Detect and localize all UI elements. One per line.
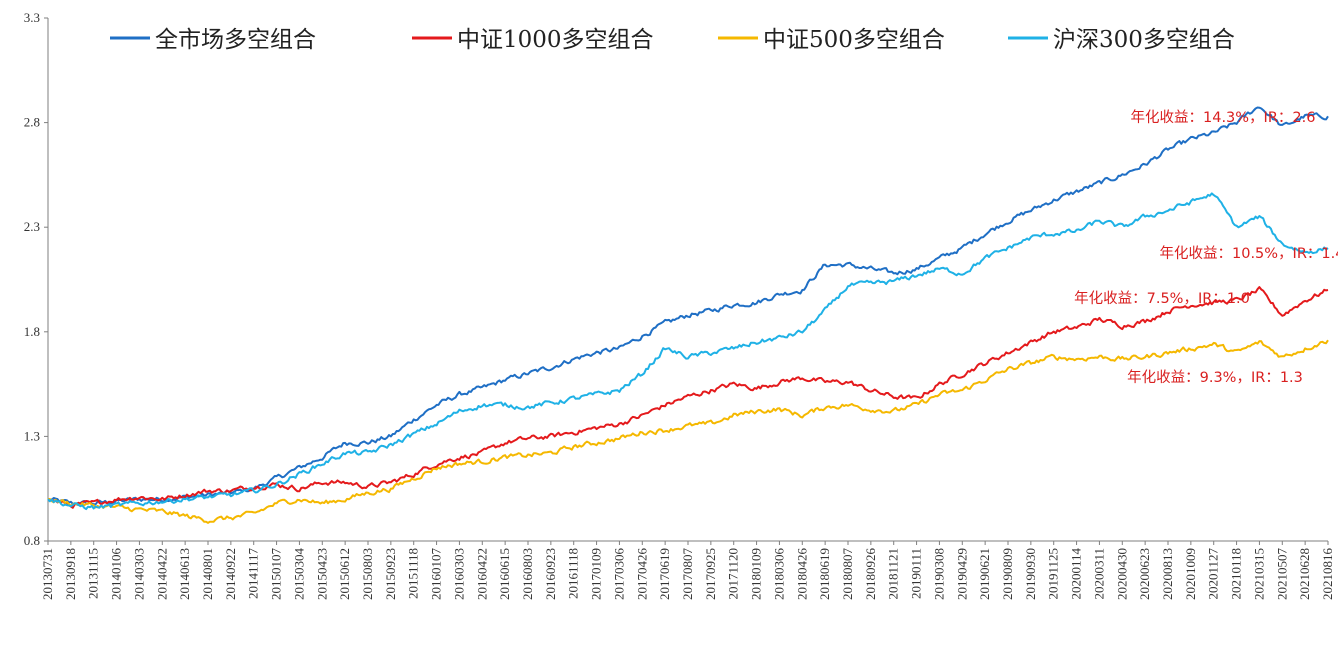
x-tick-label: 20170426 — [634, 548, 649, 601]
x-tick-label: 20200813 — [1160, 548, 1175, 600]
x-tick-label: 20160303 — [451, 548, 466, 600]
x-tick-label: 20160803 — [520, 548, 535, 600]
x-tick-label: 20150612 — [337, 548, 352, 600]
x-tick-label: 20150423 — [314, 548, 329, 600]
x-tick-label: 20201127 — [1206, 548, 1221, 600]
x-tick-label: 20140303 — [131, 548, 146, 600]
x-tick-label: 20190429 — [954, 548, 969, 600]
x-tick-label: 20170109 — [589, 548, 604, 600]
x-tick-label: 20130918 — [63, 548, 78, 600]
x-tick-label: 20180109 — [749, 548, 764, 600]
x-tick-label: 20200623 — [1137, 548, 1152, 600]
x-tick-label: 20160422 — [474, 548, 489, 600]
x-tick-label: 20140613 — [177, 548, 192, 600]
x-tick-label: 20200311 — [1091, 548, 1106, 600]
annotations: 年化收益：14.3%，IR：2.6 年化收益：10.5%，IR：1.4 年化收益：7… — [1074, 109, 1338, 386]
x-tick-label: 20190308 — [931, 548, 946, 600]
x-tick-label: 20160107 — [429, 548, 444, 601]
x-tick-label: 20180926 — [863, 548, 878, 601]
x-tick-label: 20141117 — [246, 548, 261, 600]
y-tick-label: 3.3 — [24, 10, 40, 25]
legend: 全市场多空组合 中证1000多空组合 中证500多空组合 沪深300多空组合 — [110, 27, 1235, 53]
x-tick-label: 20210507 — [1274, 548, 1289, 601]
legend-label-2: 中证1000多空组合 — [457, 27, 654, 53]
x-tick-label: 20160923 — [543, 548, 558, 600]
x-tick-label: 20190621 — [977, 548, 992, 600]
x-tick-label: 20140922 — [223, 548, 238, 600]
x-tick-label: 20180619 — [817, 548, 832, 600]
x-tick-label: 20180426 — [794, 548, 809, 601]
x-tick-label: 20151118 — [406, 548, 421, 599]
x-tick-label: 20210315 — [1251, 548, 1266, 600]
x-tick-label: 20170619 — [657, 548, 672, 600]
x-tick-label: 20140106 — [109, 548, 124, 601]
x-tick-label: 20190930 — [1023, 548, 1038, 600]
x-tick-label: 20200114 — [1069, 548, 1084, 600]
x-tick-label: 20180807 — [840, 548, 855, 601]
x-tick-label: 20150107 — [269, 548, 284, 601]
y-tick-label: 1.8 — [24, 324, 40, 339]
x-tick-label: 20170306 — [611, 548, 626, 601]
series-line-2 — [47, 286, 1329, 509]
x-tick-label: 20180306 — [771, 548, 786, 601]
annotation-3: 年化收益：7.5%，IR：1.0 — [1074, 290, 1250, 307]
x-tick-label: 20191125 — [1046, 548, 1061, 600]
x-tick-label: 20160615 — [497, 548, 512, 600]
y-tick-label: 2.3 — [24, 219, 40, 234]
x-tick-label: 20130731 — [40, 548, 55, 600]
x-tick-label: 20200430 — [1114, 548, 1129, 600]
axes: 0.8 1.3 1.8 2.3 2.8 3.3 20130731 20130918 201311… — [24, 10, 1335, 600]
x-tick-label: 20161118 — [566, 548, 581, 599]
series-line-4 — [47, 192, 1329, 511]
x-tick-label: 20181121 — [886, 548, 901, 600]
annotation-1: 年化收益：14.3%，IR：2.6 — [1131, 109, 1316, 126]
x-tick-label: 20190111 — [909, 548, 924, 599]
series-lines — [47, 106, 1329, 524]
y-tick-label: 2.8 — [24, 115, 40, 130]
legend-label-3: 中证500多空组合 — [763, 27, 945, 53]
x-tick-label: 20131115 — [86, 548, 101, 599]
x-tick-label: 20210628 — [1297, 548, 1312, 600]
series-line-1 — [47, 106, 1329, 507]
x-tick-label: 20140801 — [200, 548, 215, 600]
legend-label-4: 沪深300多空组合 — [1053, 27, 1235, 53]
x-tick-label: 20170925 — [703, 548, 718, 600]
annotation-2: 年化收益：10.5%，IR：1.4 — [1160, 245, 1338, 262]
series-line-3 — [47, 339, 1329, 524]
x-tick-label: 20150803 — [360, 548, 375, 600]
x-tick-label: 20150923 — [383, 548, 398, 600]
y-tick-label: 1.3 — [24, 428, 40, 443]
x-tick-label: 20190809 — [1000, 548, 1015, 600]
x-tick-label: 20210816 — [1320, 548, 1335, 601]
x-tick-label: 20201009 — [1183, 548, 1198, 600]
x-tick-label: 20210118 — [1229, 548, 1244, 600]
x-tick-label: 20170807 — [680, 548, 695, 601]
y-tick-label: 0.8 — [24, 533, 40, 548]
x-tick-label: 20150304 — [291, 548, 306, 601]
x-tick-label: 20171120 — [726, 548, 741, 600]
x-tick-label: 20140422 — [154, 548, 169, 600]
legend-label-1: 全市场多空组合 — [155, 27, 316, 53]
annotation-4: 年化收益：9.3%，IR：1.3 — [1127, 369, 1303, 386]
